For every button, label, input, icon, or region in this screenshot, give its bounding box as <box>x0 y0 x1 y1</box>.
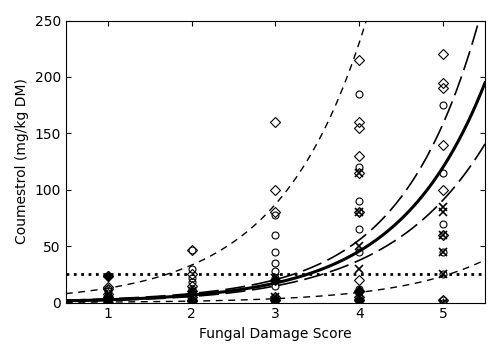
Y-axis label: Coumestrol (mg/kg DM): Coumestrol (mg/kg DM) <box>15 79 29 245</box>
X-axis label: Fungal Damage Score: Fungal Damage Score <box>199 327 352 341</box>
